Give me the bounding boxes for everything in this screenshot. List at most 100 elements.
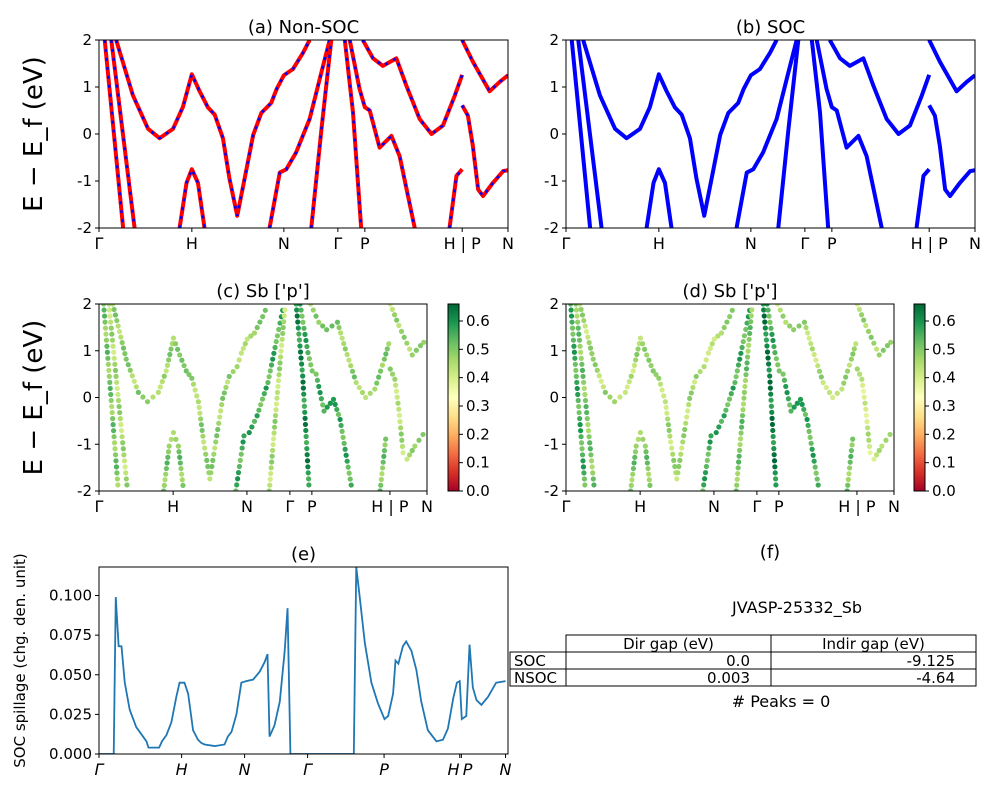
scatter-point	[856, 371, 863, 377]
scatter-point	[234, 364, 240, 370]
scatter-point	[646, 471, 652, 477]
plot-frame	[98, 566, 509, 755]
scatter-point	[571, 343, 577, 349]
scatter-point	[122, 464, 128, 470]
scatter-point	[212, 445, 218, 451]
scatter-point	[112, 452, 119, 458]
scatter-point	[226, 373, 232, 380]
scatter-point	[271, 430, 277, 436]
scatter-point	[669, 445, 675, 451]
scatter-point	[846, 465, 853, 471]
scatter-point	[783, 383, 789, 390]
scatter-point	[108, 325, 114, 331]
scatter-point	[197, 410, 203, 416]
scatter-point	[272, 412, 279, 419]
scatter-point	[676, 463, 682, 470]
scatter-point	[332, 401, 338, 407]
scatter-point	[701, 482, 707, 488]
scatter-point	[345, 464, 351, 470]
scatter-point	[121, 452, 127, 458]
x-tick-label: N	[241, 497, 253, 516]
scatter-point	[582, 391, 588, 398]
scatter-point	[381, 453, 387, 460]
scatter-point	[578, 440, 585, 446]
scatter-point	[812, 464, 818, 470]
scatter-point	[737, 356, 743, 362]
scatter-point	[306, 356, 312, 362]
scatter-point	[850, 351, 856, 357]
scatter-point	[316, 383, 322, 390]
scatter-point	[628, 373, 634, 379]
scatter-point	[277, 354, 284, 360]
scatter-point	[780, 313, 786, 319]
scatter-point	[617, 394, 623, 400]
scatter-point	[568, 313, 575, 319]
scatter-point	[815, 363, 821, 369]
band-line	[734, 40, 799, 228]
band-line-dashed	[268, 40, 331, 228]
scatter-point	[359, 389, 366, 396]
y-tick-label: 1	[82, 342, 92, 360]
scatter-point	[791, 404, 797, 410]
scatter-point	[159, 379, 165, 385]
scatter-point	[686, 402, 692, 408]
scatter-point	[282, 307, 288, 313]
scatter-point	[639, 341, 646, 347]
scatter-point	[244, 336, 250, 342]
scatter-point	[379, 362, 386, 368]
colorbar-tick-label: 0.3	[932, 397, 956, 415]
scatter-point	[861, 317, 867, 323]
scatter-point	[335, 411, 342, 418]
scatter-point	[851, 346, 857, 352]
scatter-point	[204, 457, 210, 463]
scatter-point	[334, 319, 341, 325]
scatter-point	[745, 348, 751, 354]
band-line	[460, 104, 508, 199]
scatter-point	[702, 470, 709, 476]
scatter-point	[704, 457, 710, 463]
scatter-point	[768, 325, 774, 331]
colorbar-tick-label: 0.3	[466, 397, 490, 415]
scatter-point	[309, 368, 315, 374]
scatter-point	[266, 374, 272, 380]
scatter-point	[302, 409, 308, 415]
scatter-point	[186, 371, 192, 378]
scatter-point	[816, 368, 823, 374]
scatter-point	[874, 452, 880, 458]
scatter-point	[765, 355, 771, 361]
scatter-point	[579, 361, 585, 367]
scatter-point	[396, 406, 402, 412]
scatter-point	[209, 463, 215, 470]
scatter-point	[175, 443, 181, 449]
scatter-point	[189, 375, 195, 381]
scatter-point	[883, 437, 889, 443]
x-tick-label: N	[502, 234, 514, 253]
scatter-point	[771, 458, 778, 464]
scatter-point	[116, 403, 122, 410]
scatter-point	[575, 319, 581, 325]
scatter-point	[853, 341, 859, 347]
scatter-point	[675, 470, 681, 476]
colorbar-tick-label: 0.1	[932, 454, 956, 472]
scatter-point	[257, 319, 263, 325]
scatter-point	[680, 439, 686, 445]
scatter-point	[773, 356, 779, 362]
scatter-point	[121, 458, 128, 464]
scatter-point	[746, 342, 752, 348]
scatter-point	[586, 340, 592, 346]
scatter-points	[100, 304, 427, 491]
scatter-point	[101, 307, 107, 313]
scatter-point	[681, 433, 687, 439]
scatter-point	[119, 340, 125, 346]
scatter-point	[810, 452, 816, 458]
scatter-point	[569, 319, 575, 325]
scatter-point	[175, 346, 181, 352]
scatter-point	[765, 361, 772, 367]
scatter-point	[305, 470, 311, 476]
band-line	[927, 40, 975, 94]
spillage-series	[99, 567, 506, 754]
scatter-point	[198, 416, 204, 422]
scatter-point	[684, 414, 690, 420]
scatter-point	[342, 346, 348, 352]
scatter-point	[848, 453, 854, 460]
